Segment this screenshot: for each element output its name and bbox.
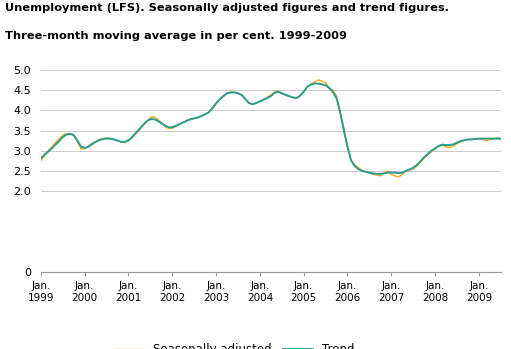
Seasonally adjusted [498, 136, 504, 141]
Seasonally adjusted [38, 159, 44, 163]
Seasonally adjusted [334, 94, 340, 98]
Trend [312, 81, 318, 86]
Seasonally adjusted [396, 175, 402, 179]
Seasonally adjusted [60, 133, 66, 138]
Trend [498, 136, 504, 141]
Trend [334, 96, 340, 100]
Seasonally adjusted [472, 136, 478, 141]
Trend [315, 81, 321, 86]
Seasonally adjusted [432, 147, 438, 151]
Trend [304, 85, 310, 89]
Seasonally adjusted [304, 85, 310, 89]
Text: Unemployment (LFS). Seasonally adjusted figures and trend figures.: Unemployment (LFS). Seasonally adjusted … [5, 3, 449, 14]
Trend [374, 172, 380, 176]
Trend [472, 137, 478, 141]
Trend [60, 135, 66, 139]
Legend: Seasonally adjusted, Trend: Seasonally adjusted, Trend [113, 343, 355, 349]
Seasonally adjusted [312, 80, 318, 84]
Trend [432, 146, 438, 150]
Text: Three-month moving average in per cent. 1999-2009: Three-month moving average in per cent. … [5, 31, 347, 42]
Trend [38, 156, 44, 160]
Line: Trend: Trend [41, 83, 501, 174]
Line: Seasonally adjusted: Seasonally adjusted [41, 80, 501, 177]
Seasonally adjusted [315, 78, 321, 82]
